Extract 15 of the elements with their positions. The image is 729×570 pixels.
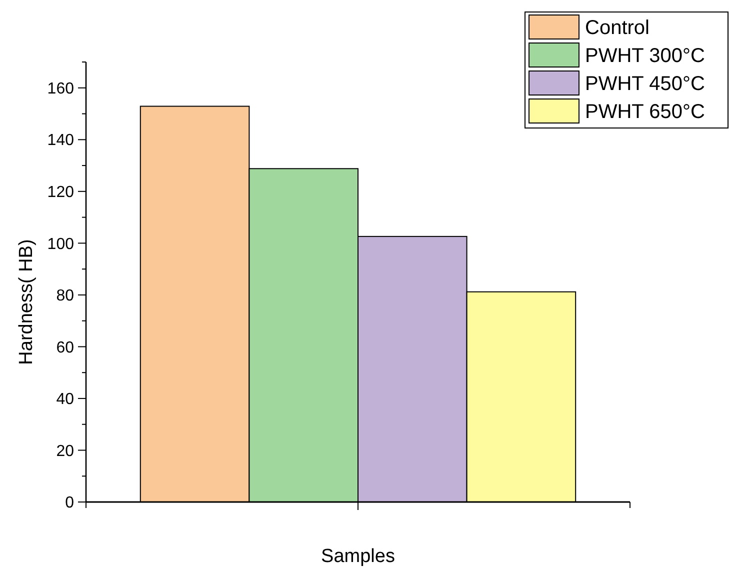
legend-label: PWHT 450°C [585,73,705,95]
y-tick-label: 140 [47,132,74,150]
y-tick-label: 80 [56,288,74,305]
y-tick-label: 160 [47,80,74,98]
y-tick-label: 20 [56,442,74,460]
y-tick-label: 100 [47,236,74,253]
legend-label: Control [585,17,650,39]
x-axis-title: Samples [321,546,395,567]
y-tick-label: 60 [56,339,74,356]
y-tick-label: 40 [56,391,74,408]
legend-label: PWHT 300°C [585,45,705,67]
y-tick-label: 0 [65,494,74,512]
y-tick-label: 120 [47,184,74,202]
legend-label: PWHT 650°C [585,101,705,123]
y-axis-title: Hardness( HB) [16,239,37,365]
